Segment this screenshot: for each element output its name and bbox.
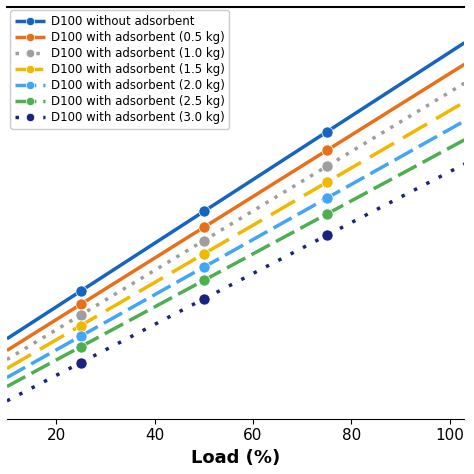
X-axis label: Load (%): Load (%) — [191, 449, 280, 467]
Legend: D100 without adsorbent, D100 with adsorbent (0.5 kg), D100 with adsorbent (1.0 k: D100 without adsorbent, D100 with adsorb… — [10, 10, 229, 128]
